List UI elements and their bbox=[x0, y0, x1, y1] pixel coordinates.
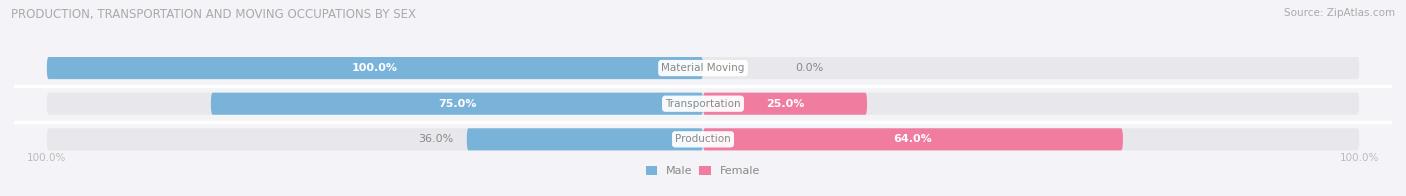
FancyBboxPatch shape bbox=[46, 128, 1360, 150]
FancyBboxPatch shape bbox=[46, 93, 1360, 115]
FancyBboxPatch shape bbox=[46, 57, 1360, 79]
Text: PRODUCTION, TRANSPORTATION AND MOVING OCCUPATIONS BY SEX: PRODUCTION, TRANSPORTATION AND MOVING OC… bbox=[11, 8, 416, 21]
Legend: Male, Female: Male, Female bbox=[647, 166, 759, 176]
FancyBboxPatch shape bbox=[703, 93, 868, 115]
FancyBboxPatch shape bbox=[211, 93, 703, 115]
Text: 100.0%: 100.0% bbox=[352, 63, 398, 73]
Text: 64.0%: 64.0% bbox=[894, 134, 932, 144]
FancyBboxPatch shape bbox=[46, 57, 703, 79]
FancyBboxPatch shape bbox=[467, 128, 703, 150]
Text: 25.0%: 25.0% bbox=[766, 99, 804, 109]
Text: 100.0%: 100.0% bbox=[1340, 153, 1379, 163]
Text: 36.0%: 36.0% bbox=[419, 134, 454, 144]
Text: 75.0%: 75.0% bbox=[437, 99, 477, 109]
Text: 0.0%: 0.0% bbox=[794, 63, 823, 73]
Text: Production: Production bbox=[675, 134, 731, 144]
Text: 100.0%: 100.0% bbox=[27, 153, 66, 163]
Text: Source: ZipAtlas.com: Source: ZipAtlas.com bbox=[1284, 8, 1395, 18]
FancyBboxPatch shape bbox=[703, 128, 1123, 150]
Text: Material Moving: Material Moving bbox=[661, 63, 745, 73]
Text: Transportation: Transportation bbox=[665, 99, 741, 109]
